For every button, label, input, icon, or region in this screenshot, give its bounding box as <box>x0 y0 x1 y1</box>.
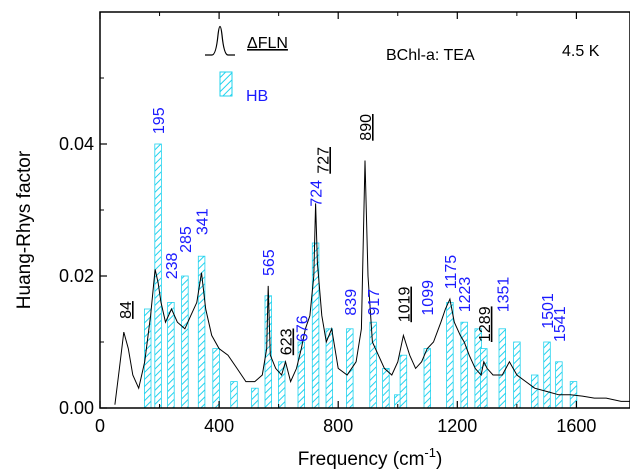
hb-bar <box>498 328 506 409</box>
hb-bar <box>297 341 305 409</box>
hb-bar <box>230 381 238 409</box>
peak-label: 195 <box>151 107 168 134</box>
peak-label: 1351 <box>495 277 512 313</box>
peak-label: 1541 <box>552 306 569 342</box>
x-tick-label: 400 <box>204 416 234 436</box>
fln-line <box>114 160 630 405</box>
y-tick-label: 0.02 <box>59 266 94 286</box>
y-axis-label: Huang-Rhys factor <box>14 150 35 309</box>
y-tick-label: 0.04 <box>59 134 94 154</box>
peak-label: 1099 <box>420 280 437 316</box>
hb-bar <box>167 301 175 409</box>
hb-bar <box>212 348 220 409</box>
peak-label: 727 <box>315 147 332 174</box>
x-tick-label: 0 <box>95 416 105 436</box>
hb-bar <box>277 361 286 409</box>
peak-label: 1501 <box>540 293 557 329</box>
hb-bar <box>423 348 431 409</box>
sample-annotation: BChl-a: TEA <box>386 47 475 64</box>
peak-label: 1223 <box>457 277 474 313</box>
peak-label: 565 <box>261 249 278 276</box>
hb-bars <box>143 143 578 409</box>
temperature-annotation: 4.5 K <box>562 43 600 60</box>
peak-label: 1019 <box>396 287 413 323</box>
peak-label: 623 <box>279 328 296 355</box>
hb-bar <box>543 341 551 409</box>
peak-label: 1175 <box>443 255 460 290</box>
x-tick-label: 1200 <box>437 416 477 436</box>
peak-label: 839 <box>343 289 360 316</box>
hb-bar <box>446 301 454 409</box>
legend: ΔFLN HB <box>205 25 288 105</box>
legend-fln-symbol <box>205 25 235 56</box>
fln-line-layer <box>114 160 630 405</box>
x-axis-label-superscript: -1 <box>424 445 436 460</box>
hb-bar <box>197 255 206 409</box>
peak-label: 676 <box>294 315 311 342</box>
hb-bar <box>399 354 408 409</box>
peak-label: 285 <box>178 226 195 253</box>
hb-bar <box>480 348 488 409</box>
y-tick-label: 0.00 <box>59 398 94 418</box>
legend-hb-swatch <box>219 71 233 97</box>
x-axis-label-close: ) <box>436 449 442 470</box>
peak-label: 890 <box>358 114 375 141</box>
x-axis-label: Frequency (cm-1) <box>298 445 443 470</box>
peak-label: 238 <box>164 253 181 280</box>
hb-bar <box>460 321 468 409</box>
hb-bar <box>531 374 539 409</box>
legend-fln-label: ΔFLN <box>247 35 288 52</box>
peak-label: 917 <box>366 289 383 316</box>
peak-label: 341 <box>195 208 212 235</box>
legend-hb-label: HB <box>246 88 268 105</box>
axis-ticks: 0 400 800 1200 1600 0.00 0.02 0.04 <box>59 12 596 436</box>
hb-bar <box>369 321 377 409</box>
hb-bar <box>555 361 563 409</box>
x-axis-label-main: Frequency (cm <box>298 449 425 470</box>
x-tick-label: 1600 <box>556 416 596 436</box>
peak-label: 84 <box>118 301 135 319</box>
hb-bar <box>251 387 259 409</box>
peak-label: 1289 <box>477 306 494 342</box>
hb-bar <box>382 367 390 409</box>
hb-bar <box>181 275 189 409</box>
x-tick-label: 800 <box>323 416 353 436</box>
peak-label: 724 <box>309 180 326 207</box>
hb-bar <box>154 143 162 409</box>
